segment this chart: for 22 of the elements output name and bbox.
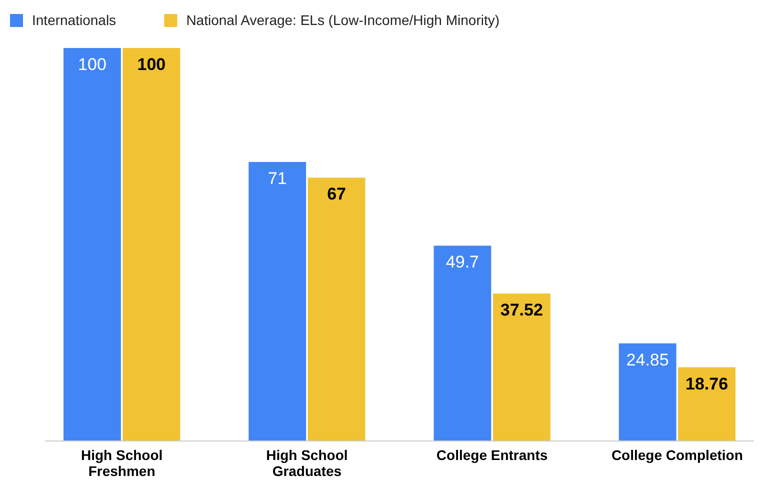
data-label: 67 — [327, 184, 346, 204]
data-label: 18.76 — [686, 374, 728, 394]
data-label: 100 — [78, 55, 106, 74]
x-tick-label: High School Graduates — [266, 447, 348, 479]
data-label: 100 — [137, 55, 166, 74]
x-tick-label: College Completion — [611, 447, 743, 463]
bar — [122, 48, 180, 441]
bar — [678, 367, 736, 441]
bar — [618, 343, 676, 441]
data-label: 49.7 — [446, 252, 480, 272]
bar — [492, 294, 550, 441]
data-label: 37.52 — [500, 300, 543, 320]
bar — [434, 246, 492, 441]
data-label: 71 — [268, 168, 287, 188]
bar — [248, 162, 306, 441]
legend-label: National Average: ELs (Low-Income/High Minority) — [186, 12, 500, 28]
x-tick-label: High School Freshmen — [80, 447, 163, 479]
bar — [308, 178, 366, 441]
bar — [64, 48, 121, 441]
legend-label: Internationals — [32, 12, 116, 28]
data-label: 24.85 — [626, 350, 669, 370]
x-tick-label: College Entrants — [436, 447, 548, 463]
